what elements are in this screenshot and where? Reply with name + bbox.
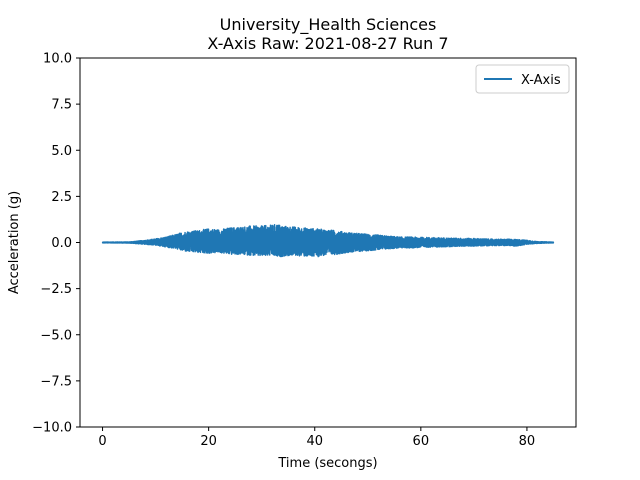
series-layer: [101, 224, 555, 258]
y-tick-label: 5.0: [51, 144, 72, 159]
x-tick-label: 40: [306, 434, 323, 449]
x-tick-label: 0: [98, 434, 106, 449]
y-tick-label: −5.0: [40, 328, 72, 343]
y-tick-label: 10.0: [43, 52, 72, 67]
legend-label: X-Axis: [521, 73, 561, 88]
x-tick-label: 20: [200, 434, 217, 449]
legend: X-Axis: [475, 64, 570, 94]
chart-subtitle: X-Axis Raw: 2021-08-27 Run 7: [207, 34, 448, 53]
y-tick-label: −7.5: [40, 374, 72, 389]
y-tick-label: 0.0: [51, 236, 72, 251]
plot-frame: [79, 57, 577, 428]
x-axis-label: Time (secongs): [277, 456, 377, 471]
y-tick-label: −10.0: [32, 421, 72, 436]
y-tick-label: 2.5: [51, 190, 72, 205]
x-axis-ticks: 0 20 40 60 80: [98, 427, 535, 449]
y-tick-label: −2.5: [40, 282, 72, 297]
series-line-x-axis: [101, 224, 555, 258]
y-tick-label: 7.5: [51, 98, 72, 113]
y-axis-ticks: −10.0 −7.5 −5.0 −2.5 0.0 2.5 5.0 7.5 10.0: [32, 52, 80, 436]
legend-box: [475, 64, 570, 94]
x-tick-label: 60: [413, 434, 430, 449]
y-axis-label: Acceleration (g): [7, 191, 22, 294]
x-tick-label: 80: [519, 434, 536, 449]
chart-title: University_Health Sciences: [220, 15, 437, 35]
